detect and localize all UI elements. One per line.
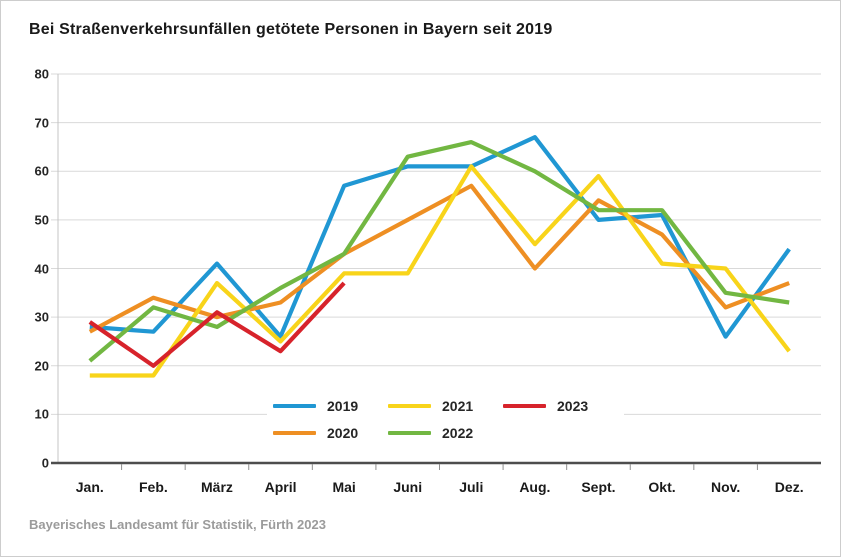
legend-item-2019: 2019 [273, 398, 388, 414]
x-tick-label-3: März [201, 479, 233, 495]
legend-item-2023: 2023 [503, 398, 618, 414]
chart-legend: 2019 2020 2021 2022 2023 [267, 390, 624, 448]
y-tick-label-10: 10 [34, 406, 49, 422]
legend-item-2020: 2020 [273, 425, 388, 441]
series-line-2023 [88, 281, 346, 368]
x-tick-label-5: Mai [332, 479, 356, 495]
x-tick-label-7: Juli [459, 479, 484, 495]
legend-label: 2019 [327, 397, 359, 414]
x-tick-label-11: Nov. [710, 479, 741, 495]
y-tick-label-0: 0 [41, 455, 49, 471]
chart-title: Bei Straßenverkehrsunfällen getötete Per… [29, 21, 553, 38]
legend-swatch-2022 [388, 430, 431, 435]
x-tick-label-8: Aug. [519, 479, 551, 495]
series-line-2020 [88, 183, 790, 334]
y-tick-label-30: 30 [34, 309, 49, 325]
x-tick-label-6: Juni [393, 479, 423, 495]
series-line-2019 [89, 135, 791, 339]
legend-swatch-2020 [273, 430, 316, 435]
source-note: Bayerisches Landesamt für Statistik, Für… [29, 517, 326, 532]
y-tick-label-50: 50 [34, 212, 49, 228]
y-tick-label-80: 80 [34, 66, 49, 82]
x-tick-label-1: Jan. [75, 479, 104, 495]
x-tick-label-12: Dez. [774, 479, 804, 495]
x-tick-label-9: Sept. [581, 479, 616, 495]
x-tick-label-4: April [264, 479, 297, 495]
y-tick-label-20: 20 [34, 358, 49, 374]
legend-swatch-2019 [273, 403, 316, 408]
legend-label: 2021 [442, 397, 474, 414]
series-line-2021 [89, 164, 791, 378]
x-tick-label-2: Feb. [138, 479, 168, 495]
x-tick-label-10: Okt. [648, 479, 676, 495]
series-line-2022 [88, 140, 790, 363]
legend-item-2022: 2022 [388, 425, 503, 441]
legend-swatch-2023 [503, 403, 546, 408]
legend-swatch-2021 [388, 403, 431, 408]
legend-label: 2020 [327, 424, 359, 441]
y-tick-label-70: 70 [34, 115, 49, 131]
legend-item-2021: 2021 [388, 398, 503, 414]
legend-label: 2023 [557, 397, 589, 414]
y-tick-label-40: 40 [34, 261, 49, 276]
legend-label: 2022 [442, 424, 474, 441]
y-tick-label-60: 60 [34, 163, 49, 179]
